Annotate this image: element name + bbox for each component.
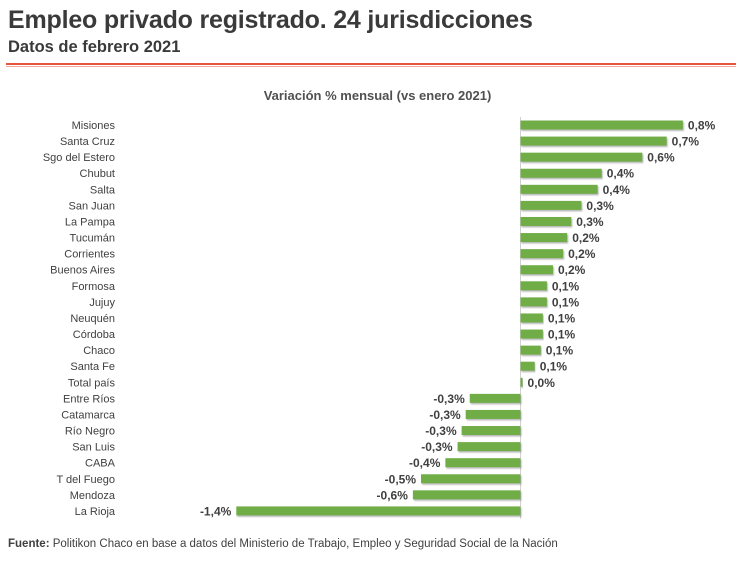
bar [236, 506, 521, 516]
data-label: -1,4% [200, 504, 232, 518]
data-label: 0,4% [603, 183, 631, 197]
data-label: -0,3% [433, 392, 465, 406]
category-label: La Rioja [75, 506, 116, 518]
category-label: San Luis [72, 442, 115, 454]
data-label: 0,1% [546, 344, 574, 358]
data-label: 0,1% [552, 279, 580, 293]
data-label: -0,6% [377, 488, 409, 502]
category-label: Catamarca [61, 409, 116, 421]
bar [520, 249, 564, 259]
data-label: 0,6% [647, 151, 675, 165]
category-label: Chubut [80, 168, 115, 180]
bar [520, 200, 582, 210]
category-label: Misiones [72, 120, 116, 132]
bar [520, 297, 547, 307]
page-title: Empleo privado registrado. 24 jurisdicci… [8, 6, 533, 34]
category-label: La Pampa [65, 216, 116, 228]
bar [520, 265, 553, 275]
category-label: Neuquén [70, 313, 115, 325]
bar [520, 216, 572, 226]
data-label: 0,2% [572, 231, 600, 245]
bar [465, 409, 521, 419]
category-label: Salta [90, 184, 116, 196]
source-text: Politikon Chaco en base a datos del Mini… [49, 538, 558, 550]
data-label: 0,3% [576, 215, 604, 229]
data-label: 0,0% [528, 376, 556, 390]
bar [520, 313, 543, 323]
bar [520, 377, 523, 387]
bar [457, 442, 521, 452]
bar [461, 426, 521, 436]
data-label: -0,3% [429, 408, 461, 422]
data-label: 0,2% [568, 247, 596, 261]
category-label: Sgo del Estero [43, 152, 115, 164]
category-label: Jujuy [89, 297, 115, 309]
bar [421, 474, 521, 484]
page-subtitle: Datos de febrero 2021 [8, 38, 181, 56]
bar [520, 281, 547, 291]
category-label: T del Fuego [56, 474, 115, 486]
bar [469, 393, 521, 403]
data-label: 0,1% [548, 311, 576, 325]
bar [520, 184, 598, 194]
bar [520, 233, 568, 243]
category-label: Santa Fe [70, 361, 115, 373]
bar [520, 120, 683, 130]
chart-title: Variación % mensual (vs enero 2021) [263, 88, 492, 103]
bar [520, 168, 602, 178]
category-label: Corrientes [64, 249, 115, 261]
source-label: Fuente: [8, 538, 50, 550]
bar [520, 136, 667, 146]
data-label: 0,4% [607, 167, 635, 181]
bar [520, 361, 535, 371]
category-label: Formosa [72, 281, 116, 293]
data-label: 0,7% [672, 135, 700, 149]
category-label: Total país [68, 377, 116, 389]
data-label: -0,5% [385, 472, 417, 486]
category-label: San Juan [69, 200, 115, 212]
bar [520, 345, 541, 355]
bar [445, 458, 521, 468]
data-label: 0,8% [688, 119, 716, 133]
bar [520, 329, 543, 339]
data-label: 0,3% [586, 199, 614, 213]
category-label: CABA [85, 458, 116, 470]
divider [6, 63, 736, 65]
data-label: -0,3% [421, 440, 453, 454]
category-label: Río Negro [65, 426, 115, 438]
category-label: Santa Cruz [60, 136, 115, 148]
bar [520, 152, 643, 162]
data-label: -0,3% [425, 424, 457, 438]
data-label: 0,2% [558, 263, 586, 277]
divider-light [6, 66, 736, 67]
data-label: 0,1% [548, 328, 576, 342]
category-label: Córdoba [73, 329, 116, 341]
bar [412, 490, 521, 500]
category-label: Chaco [83, 345, 115, 357]
data-label: 0,1% [540, 360, 568, 374]
category-label: Entre Ríos [63, 393, 115, 405]
data-label: -0,4% [409, 456, 441, 470]
data-label: 0,1% [552, 295, 580, 309]
category-label: Tucumán [70, 233, 115, 245]
source-note: Fuente: Politikon Chaco en base a datos … [8, 538, 558, 550]
category-label: Buenos Aires [50, 265, 115, 277]
category-label: Mendoza [70, 490, 116, 502]
